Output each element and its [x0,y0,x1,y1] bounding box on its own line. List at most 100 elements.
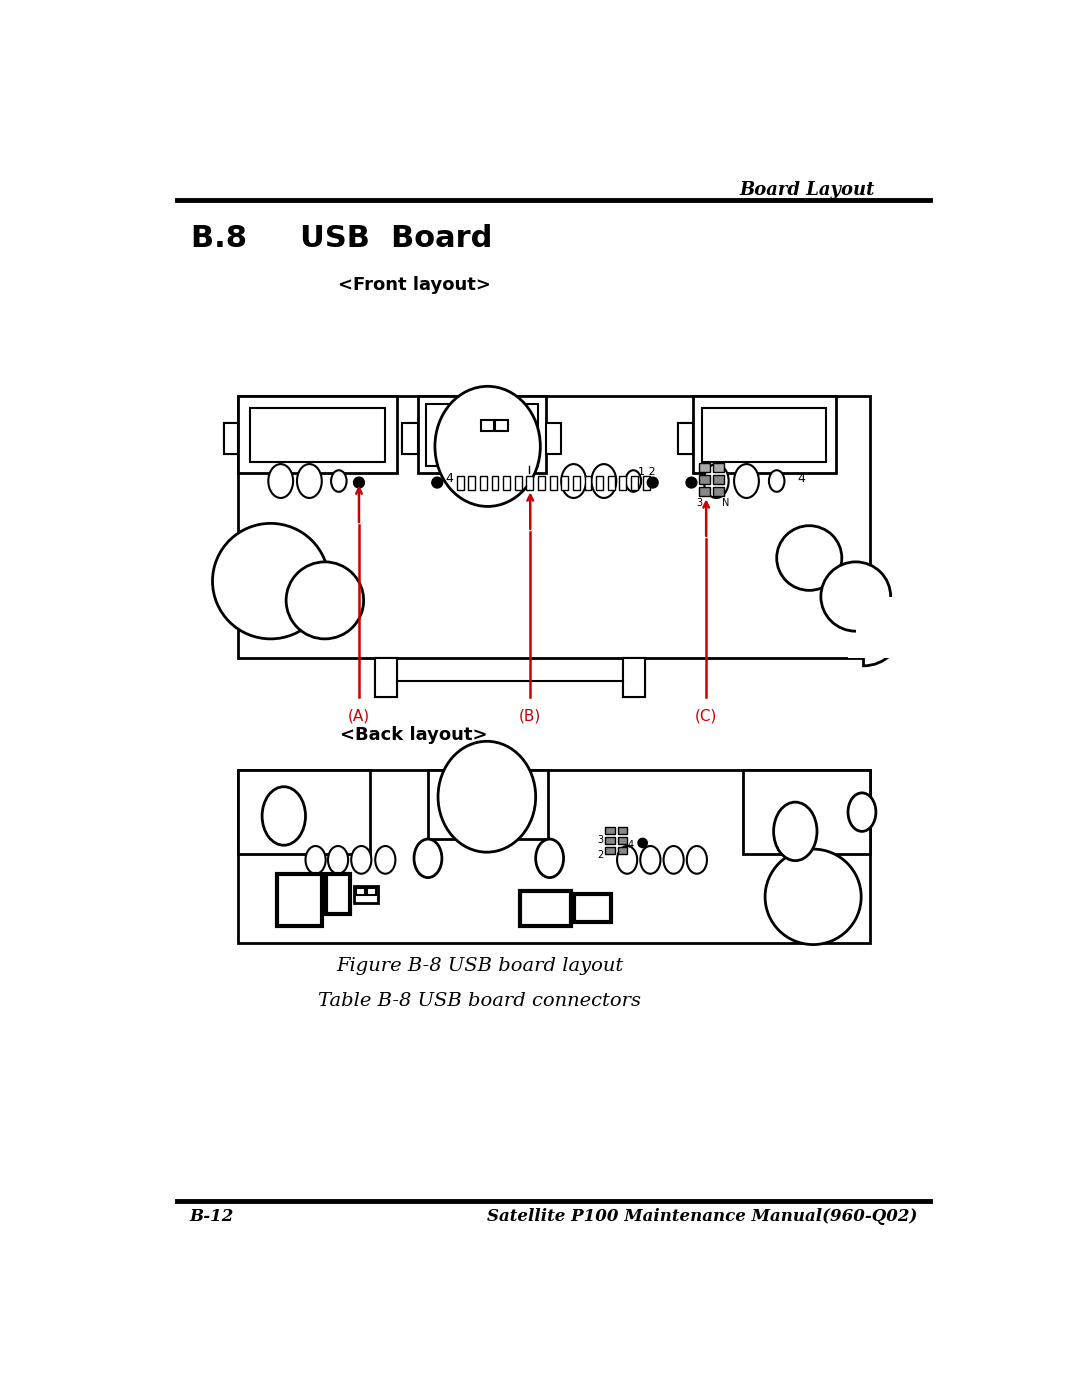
Bar [619,475,626,489]
Circle shape [765,849,861,944]
Bar [606,837,615,844]
Bar [596,475,603,489]
Bar [496,420,508,432]
Text: (C): (C) [696,708,717,724]
Bar [375,658,397,697]
Bar [848,597,910,658]
Text: 4: 4 [798,472,806,485]
Text: Table B-8 USB board connectors: Table B-8 USB board connectors [319,992,642,1010]
Ellipse shape [268,464,293,497]
Ellipse shape [438,742,536,852]
Bar [238,397,397,474]
Ellipse shape [704,464,729,497]
Bar [550,475,556,489]
Ellipse shape [625,471,642,492]
Text: 4: 4 [445,472,453,485]
Bar [693,397,836,474]
Bar [618,837,627,844]
Ellipse shape [640,847,661,873]
Ellipse shape [773,802,816,861]
Text: <Front layout>: <Front layout> [338,275,490,293]
Bar [677,423,693,454]
Bar [225,423,238,454]
Bar [521,891,570,926]
Text: <Back layout>: <Back layout> [340,726,488,745]
Bar [606,847,615,855]
Circle shape [213,524,328,638]
Text: B-12: B-12 [189,1208,233,1225]
Text: 4: 4 [627,840,634,849]
Bar [515,475,522,489]
Bar [713,488,724,496]
Circle shape [777,525,841,591]
Ellipse shape [351,847,372,873]
Ellipse shape [663,847,684,873]
Bar [457,475,463,489]
Text: 1 2: 1 2 [637,467,656,476]
Bar [643,475,649,489]
Bar [545,423,562,454]
Bar [354,886,378,902]
Ellipse shape [297,464,322,497]
Bar [713,462,724,472]
Ellipse shape [687,847,707,873]
Text: Figure B-8 USB board layout: Figure B-8 USB board layout [336,957,623,975]
Bar [238,770,869,943]
Ellipse shape [769,471,784,492]
Bar [699,462,710,472]
Text: 2: 2 [597,851,604,861]
Bar [326,873,350,914]
Ellipse shape [592,464,617,497]
Ellipse shape [848,793,876,831]
Ellipse shape [536,840,564,877]
Bar [238,770,369,855]
Circle shape [432,478,443,488]
Bar [699,475,710,485]
Ellipse shape [734,464,759,497]
Ellipse shape [262,787,306,845]
Ellipse shape [562,464,586,497]
Bar [623,658,645,697]
Bar [375,658,397,697]
Bar [618,827,627,834]
Text: Satellite P100 Maintenance Manual(960-Q02): Satellite P100 Maintenance Manual(960-Q0… [487,1208,918,1225]
Text: (A): (A) [348,708,370,724]
Ellipse shape [617,847,637,873]
Circle shape [647,478,658,488]
Bar [469,475,475,489]
Text: B.8     USB  Board: B.8 USB Board [191,224,492,253]
Bar [575,894,611,922]
Bar [403,423,418,454]
Circle shape [353,478,364,488]
Bar [249,408,386,462]
Bar [562,475,568,489]
Bar [855,597,894,658]
Text: (B): (B) [519,708,541,724]
Bar [538,475,545,489]
Ellipse shape [414,840,442,877]
Wedge shape [864,627,902,666]
Bar [677,423,693,454]
Bar [608,475,615,489]
Bar [702,408,826,462]
Ellipse shape [375,847,395,873]
Bar [743,770,869,855]
Bar [428,770,548,840]
Bar [631,475,638,489]
Circle shape [638,838,647,848]
Circle shape [686,478,697,488]
Ellipse shape [306,847,326,873]
Circle shape [286,562,364,638]
Text: 3: 3 [697,497,702,509]
Ellipse shape [328,847,348,873]
Bar [618,847,627,855]
Bar [480,475,487,489]
Bar [491,475,499,489]
Ellipse shape [435,387,540,507]
Bar [699,488,710,496]
Bar [572,475,580,489]
Bar [526,475,534,489]
Bar [403,423,418,454]
Text: N: N [721,497,729,509]
Text: Board Layout: Board Layout [740,182,875,198]
